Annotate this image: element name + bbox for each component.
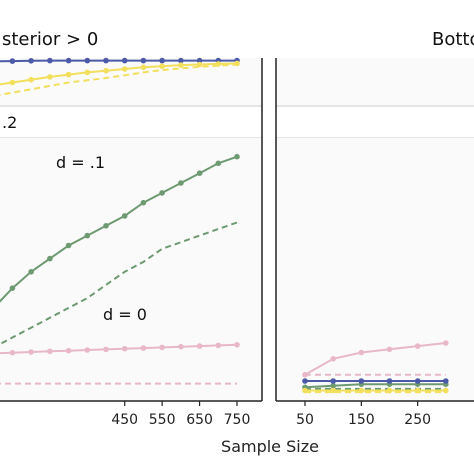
series-point-solid-blue: [47, 57, 53, 64]
series-point-solid-blue: [9, 58, 16, 64]
series-point-solid-green: [215, 160, 222, 167]
series-point-solid-pink: [84, 347, 91, 353]
x-tick-label-650: 650: [186, 412, 213, 428]
series-point-solid-blue: [302, 378, 308, 384]
series-point-solid-pink: [159, 344, 165, 351]
series-point-solid-yellow: [330, 387, 337, 394]
series-point-solid-green: [196, 170, 203, 176]
series-point-solid-yellow: [302, 387, 308, 394]
series-point-solid-blue: [358, 378, 365, 384]
series-point-solid-pink: [302, 371, 308, 378]
series-point-solid-blue: [443, 378, 449, 384]
series-point-solid-yellow: [65, 71, 72, 78]
series-point-solid-pink: [386, 346, 393, 353]
series-point-solid-blue: [121, 57, 128, 64]
series-point-solid-yellow: [215, 61, 222, 67]
strip-gap: [276, 107, 474, 137]
series-point-solid-green: [84, 232, 91, 239]
series-point-solid-pink: [358, 349, 365, 356]
annotation-d-0.1: d = .1: [56, 153, 105, 172]
panel-backgrounds: [0, 58, 474, 400]
series-points: [9, 57, 449, 403]
strip-gap: [0, 107, 262, 137]
series-point-solid-yellow: [140, 64, 147, 71]
series-point-solid-green: [103, 223, 109, 229]
x-tick-label-250: 250: [404, 412, 431, 428]
series-point-solid-pink: [443, 340, 449, 346]
series-point-solid-pink: [215, 342, 222, 349]
series-point-solid-blue: [103, 57, 109, 64]
series-point-solid-pink: [65, 347, 72, 354]
series-point-solid-yellow: [196, 61, 203, 68]
series-point-solid-blue: [84, 57, 91, 64]
series-point-solid-pink: [330, 356, 337, 362]
series-point-solid-yellow: [84, 69, 91, 76]
series-point-solid-blue: [414, 378, 421, 384]
series-point-solid-green: [9, 285, 16, 292]
axes: 450 550 650 750 50 150 250: [0, 58, 474, 428]
series-point-solid-pink: [178, 343, 184, 350]
series-point-solid-yellow: [234, 60, 240, 67]
series-point-solid-pink: [9, 349, 16, 356]
series-point-solid-blue: [159, 57, 165, 64]
series-point-solid-green: [65, 242, 72, 249]
series-point-solid-green: [28, 269, 34, 275]
series-point-solid-yellow: [121, 66, 128, 72]
series-point-solid-yellow: [103, 67, 109, 74]
series-point-solid-blue: [65, 57, 72, 64]
series-point-solid-pink: [414, 343, 421, 349]
series-point-solid-yellow: [159, 63, 165, 69]
panel-title-left: sterior > 0: [2, 29, 98, 50]
strip-label-left: .2: [2, 113, 17, 132]
series-line-dashed-yellow: [0, 63, 238, 96]
series-point-solid-pink: [121, 345, 128, 352]
series-point-solid-yellow: [358, 387, 365, 394]
series-point-solid-yellow: [414, 387, 421, 394]
series-point-solid-yellow: [386, 387, 393, 394]
series-point-solid-pink: [140, 345, 147, 351]
series-point-solid-blue: [330, 378, 337, 384]
series-point-solid-green: [330, 382, 337, 389]
series-point-solid-pink: [28, 349, 34, 355]
series-point-solid-green: [159, 190, 165, 196]
series-point-solid-yellow: [9, 79, 16, 86]
panel-gap: [262, 58, 276, 403]
series-point-solid-yellow: [28, 76, 34, 83]
series-point-solid-blue: [178, 57, 184, 64]
x-tick-label-550: 550: [149, 412, 176, 428]
series-point-solid-green: [140, 199, 147, 206]
series-point-solid-yellow: [178, 62, 184, 68]
series-point-solid-green: [178, 180, 184, 186]
series-point-solid-pink: [47, 348, 53, 355]
x-tick-label-50: 50: [296, 412, 314, 428]
series-point-solid-green: [121, 213, 128, 219]
series-point-solid-blue: [196, 57, 203, 64]
series-line-solid-green: [304, 383, 446, 389]
x-tick-label-150: 150: [348, 412, 375, 428]
x-axis-title: Sample Size: [221, 437, 319, 456]
series-point-solid-blue: [140, 57, 147, 64]
series-point-solid-pink: [103, 346, 109, 353]
series-line-solid-pink: [304, 342, 446, 376]
panel-title-right: Botto: [432, 29, 474, 50]
series-point-solid-blue: [386, 378, 393, 384]
series-point-solid-yellow: [47, 74, 53, 80]
series-point-solid-pink: [234, 342, 240, 348]
x-tick-label-450: 450: [111, 412, 138, 428]
series-point-solid-blue: [28, 58, 34, 64]
annotation-d-0: d = 0: [103, 305, 147, 324]
series-point-solid-pink: [196, 343, 203, 349]
series-point-solid-green: [47, 255, 53, 262]
series-point-solid-yellow: [443, 387, 449, 394]
series-point-solid-green: [234, 153, 240, 160]
x-tick-label-750: 750: [224, 412, 251, 428]
